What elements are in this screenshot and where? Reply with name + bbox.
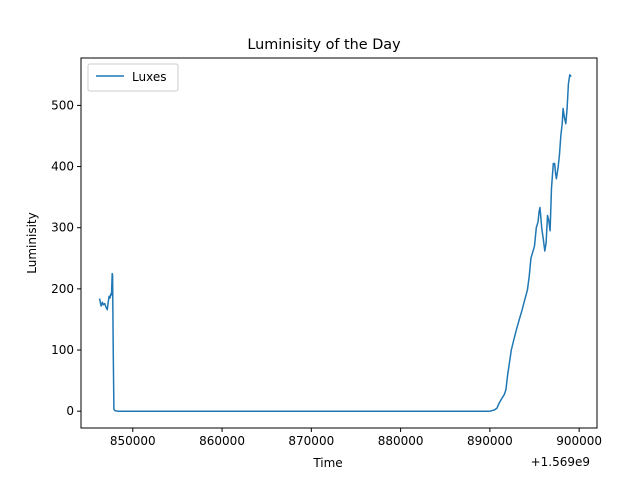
y-tick-label: 100 <box>51 343 74 357</box>
x-tick-label: 870000 <box>288 434 334 448</box>
x-axis-offset-label: +1.569e9 <box>531 455 590 469</box>
plot-frame <box>80 57 598 429</box>
legend-label: Luxes <box>132 70 166 84</box>
y-axis-ticks: 0 100 200 300 400 500 <box>51 98 81 418</box>
y-tick-label: 300 <box>51 221 74 235</box>
chart-title: Luminisity of the Day <box>247 37 401 53</box>
legend: Luxes <box>87 63 179 92</box>
x-tick-label: 880000 <box>378 434 424 448</box>
series-layer <box>98 74 572 412</box>
y-axis-label: Luminisity <box>25 212 39 273</box>
x-axis-ticks: 850000 860000 870000 880000 890000 900000 <box>110 428 602 448</box>
y-tick-label: 400 <box>51 160 74 174</box>
y-tick-label: 200 <box>51 282 74 296</box>
legend-box <box>87 63 179 92</box>
y-tick-label: 500 <box>51 98 74 112</box>
x-tick-label: 890000 <box>467 434 513 448</box>
x-tick-label: 860000 <box>199 434 245 448</box>
x-axis-label: Time <box>312 456 342 470</box>
x-tick-label: 850000 <box>110 434 156 448</box>
y-tick-label: 0 <box>66 404 74 418</box>
series-line-luxes <box>98 74 572 412</box>
x-tick-label: 900000 <box>556 434 602 448</box>
